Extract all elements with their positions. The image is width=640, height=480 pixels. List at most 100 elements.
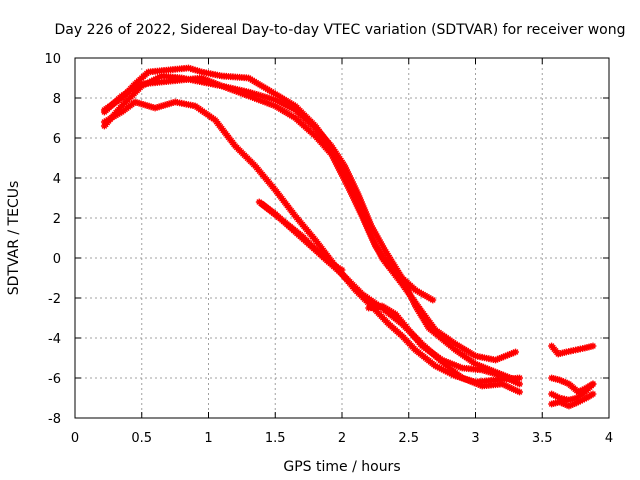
- data-point-marker: [349, 180, 357, 188]
- data-point-marker: [156, 73, 164, 81]
- data-point-marker: [444, 368, 451, 376]
- data-point-marker: [500, 353, 507, 361]
- data-point-marker: [448, 360, 456, 368]
- data-point-marker: [589, 342, 597, 350]
- data-point-marker: [440, 366, 447, 374]
- data-point-marker: [460, 375, 468, 383]
- data-point-marker: [363, 222, 370, 230]
- data-point-marker: [500, 381, 508, 389]
- data-point-marker: [578, 396, 586, 404]
- data-point-marker: [232, 87, 240, 95]
- data-point-marker: [576, 397, 584, 405]
- data-point-marker: [504, 375, 512, 383]
- series-track-8: [548, 342, 597, 358]
- data-point-marker: [580, 395, 588, 403]
- data-point-marker: [574, 398, 582, 406]
- data-point-marker: [556, 398, 564, 406]
- data-point-marker: [362, 220, 369, 228]
- data-point-marker: [558, 377, 565, 385]
- chart-title: Day 226 of 2022, Sidereal Day-to-day VTE…: [55, 22, 626, 38]
- data-point-marker: [506, 384, 514, 391]
- data-point-marker: [241, 91, 248, 98]
- data-point-marker: [508, 377, 516, 384]
- data-point-marker: [502, 382, 510, 390]
- data-point-marker: [468, 378, 476, 386]
- data-point-marker: [289, 105, 297, 113]
- series-track-3: [100, 74, 437, 304]
- data-point-marker: [565, 402, 573, 410]
- data-point-marker: [506, 351, 513, 358]
- data-point-marker: [363, 212, 371, 220]
- data-point-marker: [363, 224, 371, 232]
- x-tick-label: 4: [605, 431, 613, 446]
- data-point-marker: [283, 102, 291, 110]
- series-track-1: [100, 64, 519, 364]
- data-point-marker: [366, 218, 374, 226]
- y-tick-label: -6: [48, 372, 61, 387]
- data-point-marker: [440, 357, 448, 365]
- data-point-marker: [589, 390, 597, 398]
- data-point-marker: [514, 387, 522, 395]
- data-point-marker: [573, 399, 580, 407]
- data-point-marker: [367, 220, 374, 228]
- y-tick-label: 10: [44, 52, 61, 67]
- data-point-marker: [350, 182, 358, 190]
- y-tick-label: 2: [53, 212, 61, 227]
- data-point-marker: [220, 83, 228, 91]
- data-point-marker: [261, 98, 269, 106]
- x-tick-label: 2.5: [398, 431, 419, 446]
- data-point-marker: [345, 170, 352, 178]
- data-point-marker: [492, 356, 499, 364]
- data-point-marker: [369, 236, 377, 244]
- data-point-marker: [508, 385, 516, 392]
- data-point-marker: [353, 188, 361, 196]
- data-point-marker: [204, 77, 212, 84]
- data-point-marker: [444, 359, 452, 366]
- data-point-marker: [559, 400, 567, 407]
- data-point-marker: [452, 362, 460, 369]
- data-point-marker: [341, 162, 349, 170]
- data-point-marker: [442, 367, 449, 375]
- data-point-marker: [496, 355, 503, 362]
- data-point-marker: [357, 198, 365, 206]
- data-point-marker: [456, 363, 464, 371]
- data-point-marker: [561, 379, 569, 386]
- data-point-marker: [554, 393, 562, 401]
- data-point-marker: [361, 206, 369, 214]
- y-tick-label: 0: [53, 252, 61, 267]
- data-point-marker: [464, 377, 472, 384]
- data-point-marker: [287, 104, 295, 112]
- data-point-marker: [253, 95, 261, 103]
- data-point-marker: [200, 75, 208, 83]
- data-point-marker: [510, 377, 518, 385]
- data-point-marker: [358, 212, 366, 220]
- data-point-marker: [432, 362, 439, 370]
- data-point-marker: [504, 383, 512, 391]
- data-point-marker: [434, 363, 441, 371]
- data-point-marker: [450, 361, 458, 369]
- data-point-marker: [472, 360, 479, 368]
- data-point-marker: [277, 99, 285, 107]
- data-point-marker: [567, 401, 575, 409]
- series-track-10: [548, 390, 597, 410]
- data-point-marker: [476, 381, 484, 389]
- data-point-marker: [368, 234, 376, 242]
- y-tick-label: 4: [53, 172, 61, 187]
- data-point-marker: [243, 91, 250, 99]
- data-point-marker: [279, 100, 287, 108]
- data-point-marker: [249, 94, 257, 101]
- data-point-marker: [365, 216, 373, 224]
- data-point-marker: [230, 87, 238, 95]
- data-point-marker: [351, 184, 359, 192]
- data-point-marker: [208, 78, 216, 86]
- x-tick-label: 1: [204, 431, 212, 446]
- data-point-marker: [370, 238, 377, 246]
- data-point-marker: [198, 74, 206, 82]
- data-point-marker: [478, 363, 485, 370]
- data-point-marker: [345, 184, 353, 192]
- data-point-marker: [512, 378, 520, 386]
- x-tick-label: 3.5: [532, 431, 553, 446]
- data-point-marker: [502, 352, 509, 360]
- data-point-marker: [438, 365, 445, 373]
